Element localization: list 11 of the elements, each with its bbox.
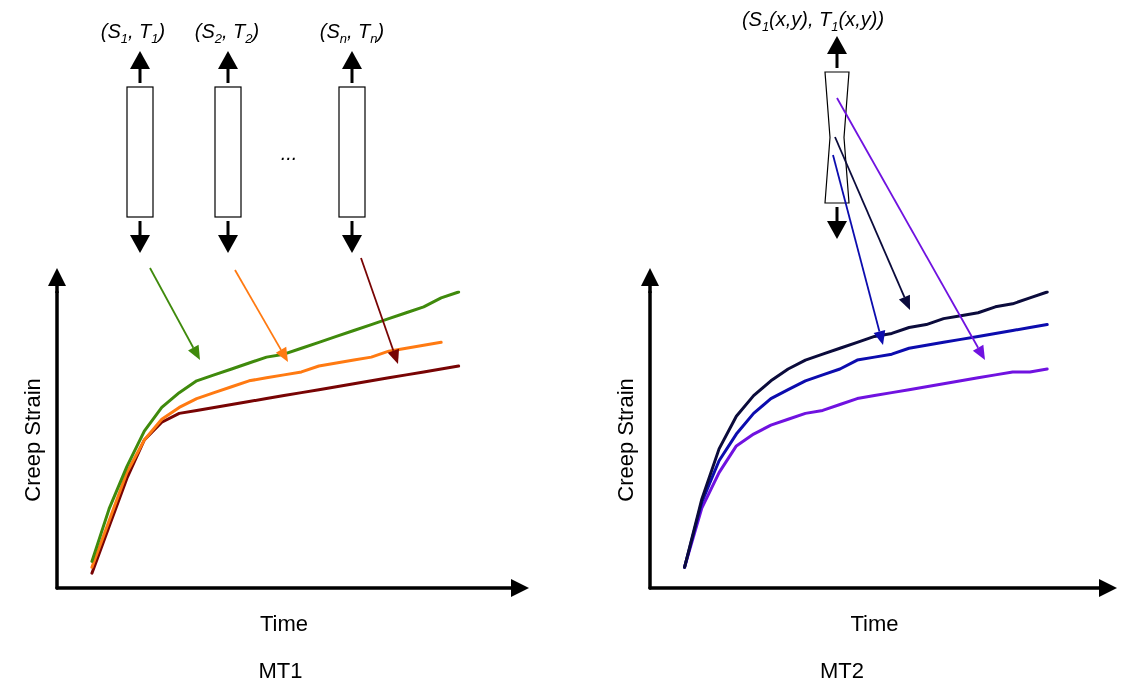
text: MT1 — [258, 657, 303, 683]
x-axis-title: Time — [259, 610, 309, 636]
x-axis-title: Time — [850, 610, 899, 636]
y-axis-title: Creep Strain — [19, 378, 45, 502]
text: MT2 — [820, 657, 864, 683]
text: (S$_{1}$, T$_{1}$) — [100, 20, 166, 46]
y-axis-title: Creep Strain — [612, 378, 638, 502]
text: (S$_{n}$, T$_{n}$) — [319, 20, 385, 46]
text: ... — [280, 142, 298, 164]
text: (S$_{2}$, T$_{2}$) — [194, 20, 260, 46]
text: (S$_{1}$(x,y), T$_{1}$(x,y)) — [741, 8, 885, 34]
